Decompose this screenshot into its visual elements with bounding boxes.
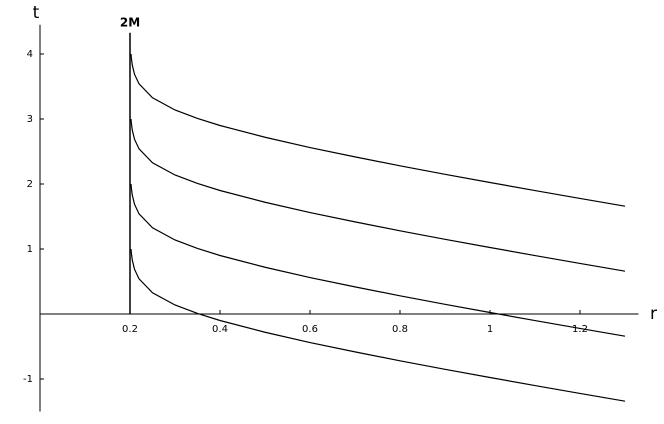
curve: [130, 118, 626, 272]
annotation: 2M: [120, 15, 140, 29]
curve: [130, 53, 626, 207]
y-tick-label: -1: [23, 374, 33, 385]
y-tick-label: 1: [27, 244, 33, 255]
x-tick-label: 0.8: [392, 324, 408, 335]
x-axis-label: r: [650, 304, 657, 324]
y-tick-label: 2: [27, 179, 33, 190]
y-tick-label: 4: [27, 49, 33, 60]
x-tick-label: 0.2: [122, 324, 138, 335]
y-tick-label: 3: [27, 114, 33, 125]
x-tick-label: 1: [487, 324, 493, 335]
curve: [130, 183, 626, 337]
curve: [130, 248, 626, 402]
x-tick-label: 0.6: [302, 324, 318, 335]
x-tick-label: 0.4: [212, 324, 228, 335]
y-axis-label: t: [33, 3, 40, 23]
x-tick-label: 1.2: [572, 324, 588, 335]
